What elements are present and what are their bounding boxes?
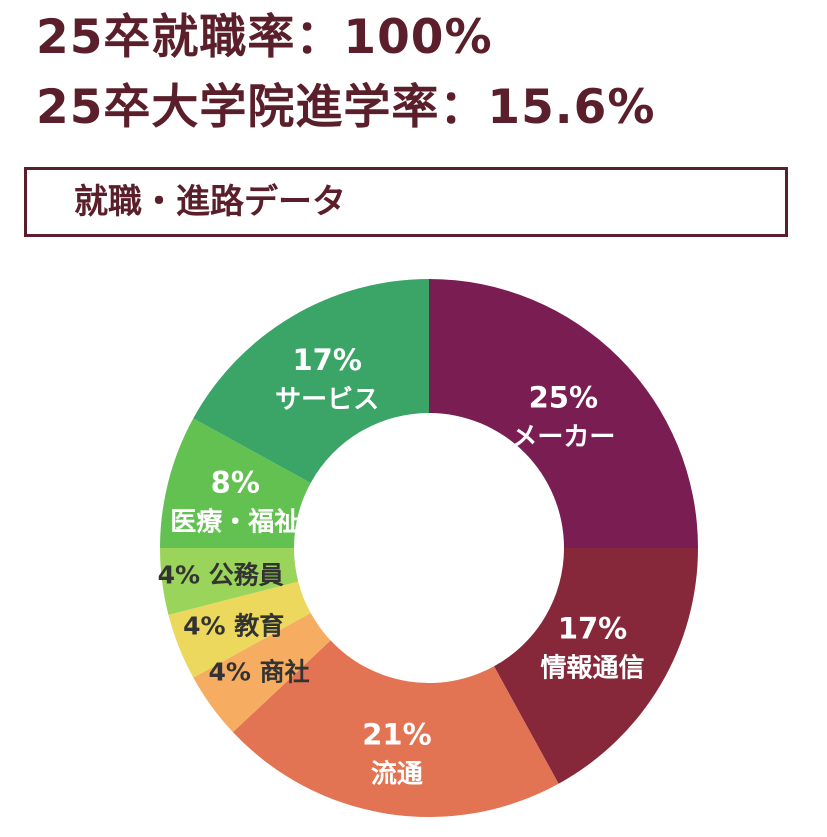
donut-slice	[232, 640, 559, 818]
section-title: 就職・進路データ	[74, 182, 346, 222]
slice-label: 4% 商社	[209, 657, 310, 686]
slice-category-label: メーカー	[511, 423, 615, 453]
slice-label: 4% 公務員	[158, 560, 284, 589]
employment-rate-headline: 25卒就職率：100%	[36, 10, 493, 65]
grad-school-rate-headline: 25卒大学院進学率：15.6%	[36, 80, 656, 135]
slice-percent-label: 17%	[558, 612, 627, 646]
slice-category-label: 医療・福祉	[170, 507, 300, 537]
donut-slices	[160, 279, 698, 818]
slice-category-label: 情報通信	[541, 654, 645, 684]
slice-category-label: 流通	[371, 759, 423, 789]
slice-label: 4% 教育	[183, 611, 284, 640]
donut-slice	[160, 548, 299, 615]
donut-slice	[429, 279, 698, 548]
slice-percent-label: 21%	[362, 717, 431, 751]
section-header-box: 就職・進路データ	[24, 167, 788, 237]
donut-slice	[193, 279, 429, 483]
slice-category-label: サービス	[275, 385, 379, 415]
slice-percent-label: 17%	[292, 343, 361, 377]
donut-slice	[193, 613, 331, 733]
donut-labels: 25% メーカー 17% 情報通信 21% 流通 4% 商社 4% 教育 4% 公務員 8% 医療・…	[158, 343, 645, 790]
donut-slice	[160, 418, 311, 548]
donut-slice	[494, 548, 698, 784]
donut-slice	[168, 581, 311, 678]
slice-percent-label: 8%	[211, 465, 260, 499]
slice-percent-label: 25%	[529, 381, 598, 415]
